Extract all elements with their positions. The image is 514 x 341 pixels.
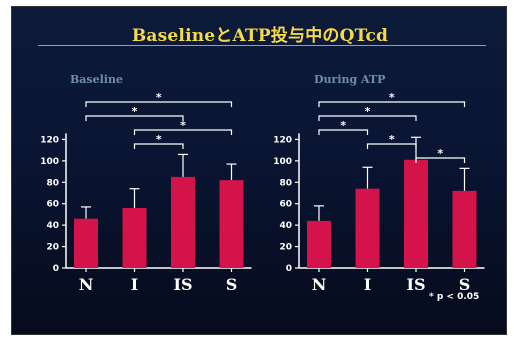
baseline-significance-bracket-1 [85,115,184,121]
baseline-y-tick-label-3: 60 [46,200,59,210]
baseline-bar-s [219,180,244,268]
atp-y-tick-label-1: 20 [279,243,292,253]
baseline-category-label-2: IS [173,275,192,294]
atp-y-tick-label-3: 60 [279,200,292,210]
atp-significance-star-2: * [340,119,346,132]
atp-significance-star-1: * [365,105,371,118]
atp-bar-i [355,188,380,268]
baseline-significance-bracket-2 [133,129,233,135]
baseline-y-tick-label-6: 120 [40,135,59,145]
baseline-significance-bracket-3 [133,143,184,149]
atp-y-tick-label-6: 120 [273,135,292,145]
baseline-category-label-0: N [79,275,94,294]
atp-y-tick-label-5: 100 [273,157,292,167]
atp-category-label-1: I [364,275,371,294]
atp-significance-bracket-4 [415,157,466,163]
panel-label-during-atp: During ATP [314,73,386,86]
baseline-significance-bracket-0 [85,101,233,107]
atp-significance-bracket-2 [318,129,369,135]
baseline-significance-star-0: * [156,91,162,104]
atp-significance-bracket-1 [318,115,417,121]
baseline-bar-n [74,218,98,268]
atp-bar-s [452,190,477,268]
atp-category-label-0: N [312,275,327,294]
slide-title: BaselineとATP投与中のQTcd [131,26,389,46]
atp-y-tick-label-0: 0 [286,264,292,274]
baseline-significance-star-1: * [132,105,138,118]
atp-y-tick-label-2: 40 [279,221,292,231]
atp-significance-star-4: * [437,147,443,160]
baseline-bar-is [171,176,195,268]
atp-bar-n [307,220,331,268]
atp-significance-bracket-3 [366,143,417,149]
baseline-y-tick-label-5: 100 [40,157,59,167]
atp-bar-is [404,159,428,268]
panel-label-baseline: Baseline [70,73,123,86]
atp-significance-star-0: * [389,91,395,104]
baseline-y-tick-label-1: 20 [46,243,59,253]
slide: BaselineとATP投与中のQTcd Baseline During ATP… [11,6,507,335]
atp-y-tick-label-4: 80 [279,178,292,188]
baseline-y-tick-label-4: 80 [46,178,59,188]
baseline-category-label-1: I [131,275,138,294]
atp-significance-bracket-0 [318,101,466,107]
baseline-bar-i [122,208,147,268]
baseline-y-tick-label-2: 40 [46,221,59,231]
baseline-y-tick-label-0: 0 [53,264,59,274]
significance-note: * p < 0.05 [429,292,480,302]
baseline-significance-star-3: * [156,133,162,146]
atp-significance-star-3: * [389,133,395,146]
baseline-category-label-3: S [226,275,238,294]
baseline-significance-star-2: * [180,119,186,132]
title-divider [38,45,486,46]
atp-category-label-3: S [459,275,471,294]
atp-category-label-2: IS [406,275,425,294]
